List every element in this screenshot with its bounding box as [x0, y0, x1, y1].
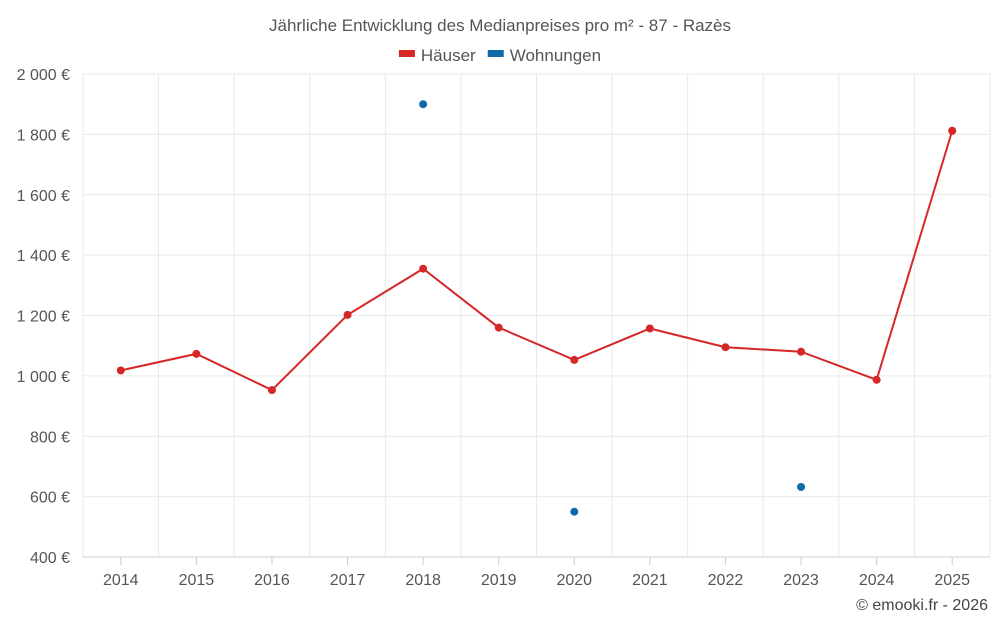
y-tick-label: 1 200 € [17, 309, 70, 326]
x-tick-label: 2024 [859, 572, 895, 589]
x-tick-label: 2023 [783, 572, 819, 589]
credit-text: © emooki.fr - 2026 [856, 597, 988, 614]
series-layer [116, 100, 957, 516]
legend-swatch [487, 50, 504, 57]
data-point[interactable] [872, 375, 881, 384]
y-tick-label: 800 € [30, 429, 70, 446]
x-tick-label: 2017 [330, 572, 366, 589]
x-tick-label: 2015 [179, 572, 215, 589]
data-point[interactable] [419, 100, 428, 109]
y-tick-label: 1 400 € [17, 248, 70, 265]
series-2 [419, 100, 806, 516]
y-tick-label: 1 000 € [17, 369, 70, 386]
data-point[interactable] [116, 366, 125, 375]
series-1 [116, 126, 957, 395]
data-point[interactable] [570, 507, 579, 516]
y-tick-label: 1 800 € [17, 127, 70, 144]
x-tick-label: 2022 [708, 572, 744, 589]
data-point[interactable] [419, 264, 428, 273]
chart-title: Jährliche Entwicklung des Medianpreises … [269, 16, 731, 35]
y-axis-labels: 400 € 600 € 800 € 1 000 € 1 200 € 1 400 € 1 60… [17, 67, 70, 567]
x-tick-label: 2021 [632, 572, 668, 589]
x-tick-label: 2014 [103, 572, 139, 589]
series-line [120, 130, 954, 392]
legend-label: Häuser [421, 46, 476, 65]
x-axis-labels: 2014 2015 2016 2017 2018 2019 2020 2021 2022 2023… [103, 557, 970, 589]
data-point[interactable] [192, 349, 201, 358]
data-point[interactable] [494, 323, 503, 332]
data-point[interactable] [721, 343, 730, 352]
y-tick-label: 600 € [30, 490, 70, 507]
data-point[interactable] [343, 310, 352, 319]
data-point[interactable] [797, 482, 806, 491]
x-tick-label: 2016 [254, 572, 290, 589]
y-tick-label: 1 600 € [17, 188, 70, 205]
x-tick-label: 2018 [405, 572, 441, 589]
x-grid [82, 74, 991, 557]
y-tick-label: 400 € [30, 550, 70, 567]
data-point[interactable] [267, 386, 276, 395]
legend-label: Wohnungen [510, 46, 601, 65]
x-tick-label: 2020 [556, 572, 592, 589]
x-tick-label: 2025 [934, 572, 970, 589]
data-point[interactable] [570, 355, 579, 364]
legend: Häuser Wohnungen [398, 46, 601, 65]
x-tick-label: 2019 [481, 572, 517, 589]
legend-swatch [398, 50, 415, 57]
data-point[interactable] [797, 347, 806, 356]
data-point[interactable] [645, 324, 654, 333]
y-tick-label: 2 000 € [17, 67, 70, 84]
data-point[interactable] [948, 126, 957, 135]
